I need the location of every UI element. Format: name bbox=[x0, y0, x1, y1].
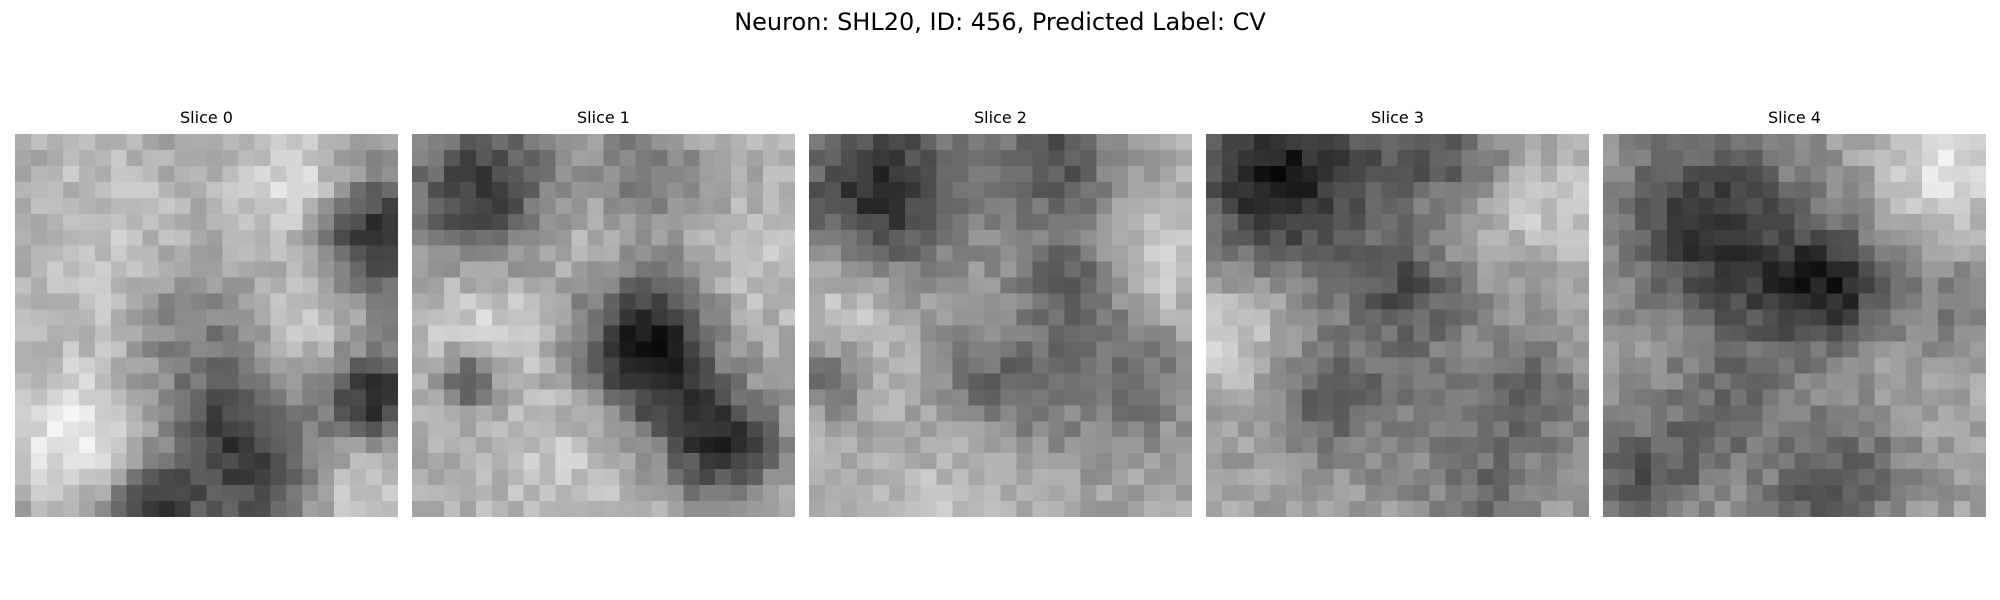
slice-panel-1: Slice 1 bbox=[412, 108, 795, 518]
slice-panel-3: Slice 3 bbox=[1206, 108, 1589, 518]
slice-panel-0: Slice 0 bbox=[15, 108, 398, 518]
microscopy-slice-image bbox=[1603, 134, 1986, 517]
microscopy-slice-image bbox=[1206, 134, 1589, 517]
slice-title: Slice 4 bbox=[1768, 108, 1821, 127]
slice-title: Slice 1 bbox=[577, 108, 630, 127]
microscopy-slice-image bbox=[809, 134, 1192, 517]
slice-title: Slice 3 bbox=[1371, 108, 1424, 127]
slice-panel-4: Slice 4 bbox=[1603, 108, 1986, 518]
figure-title: Neuron: SHL20, ID: 456, Predicted Label:… bbox=[734, 8, 1266, 36]
microscopy-slice-image bbox=[15, 134, 398, 517]
slice-title: Slice 0 bbox=[180, 108, 233, 127]
slice-panel-2: Slice 2 bbox=[809, 108, 1192, 518]
slice-title: Slice 2 bbox=[974, 108, 1027, 127]
microscopy-slice-image bbox=[412, 134, 795, 517]
